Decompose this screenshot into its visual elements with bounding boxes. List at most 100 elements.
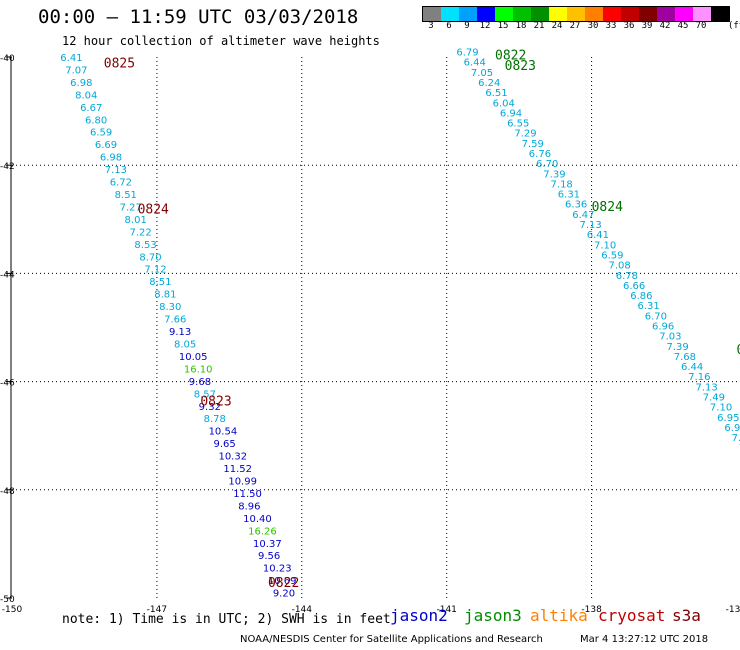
legend-swatch-label: 15 [497, 21, 509, 31]
legend-swatch [567, 7, 585, 21]
wave-height-value: 8.81 [154, 290, 176, 301]
wave-height-value: 6.31 [637, 301, 659, 312]
legend-swatch [441, 7, 459, 21]
legend-swatch-label: 33 [605, 21, 617, 31]
pass-time-label: 0825 [104, 56, 135, 71]
wave-height-value: 6.44 [464, 58, 486, 69]
legend-swatch-label: 45 [677, 21, 689, 31]
note-text: note: 1) Time is in UTC; 2) SWH is in fe… [62, 612, 391, 627]
legend-jason2: jason2 [390, 606, 448, 625]
wave-height-value: 10.37 [253, 539, 282, 550]
wave-height-value: 7.29 [514, 129, 536, 140]
footer-credit: NOAA/NESDIS Center for Satellite Applica… [240, 634, 543, 645]
wave-height-value: 16.10 [184, 364, 213, 375]
wave-height-value: 6.41 [60, 53, 82, 64]
legend-swatch [495, 7, 513, 21]
wave-height-value: 8.51 [149, 277, 171, 288]
wave-height-value: 8.04 [75, 90, 97, 101]
wave-height-value: 11.52 [223, 464, 252, 475]
wave-height-value: 6.04 [493, 98, 515, 109]
wave-height-value: 6.78 [616, 271, 638, 282]
wave-height-value: 6.98 [70, 78, 92, 89]
legend-jason3: jason3 [464, 606, 522, 625]
y-tick-label: -42 [0, 162, 15, 172]
wave-height-value: 7.07 [65, 65, 87, 76]
wave-height-value: 10.32 [218, 452, 247, 463]
wave-height-value: 8.51 [115, 190, 137, 201]
pass-time-label: 0822 [495, 48, 526, 63]
x-tick-label: -147 [147, 605, 167, 615]
pass-time-label: 0823 [200, 395, 231, 410]
legend-swatch-label: 39 [641, 21, 653, 31]
wave-height-value: 8.78 [204, 414, 226, 425]
wave-height-value: 7.16 [688, 372, 710, 383]
wave-height-value: 7.10 [594, 240, 616, 251]
legend-swatch-label: 27 [569, 21, 581, 31]
wave-height-value: 6.80 [85, 115, 107, 126]
pass-time-label: 0825 [737, 343, 740, 358]
wave-height-value: 7.59 [522, 139, 544, 150]
legend-swatch-label: 42 [659, 21, 671, 31]
pass-time-label: 0824 [138, 202, 169, 217]
wave-height-value: 6.98 [100, 153, 122, 164]
wave-height-value: 6.59 [90, 128, 112, 139]
wave-height-value: 10.54 [209, 427, 238, 438]
wave-height-value: 8.01 [125, 215, 147, 226]
legend-swatch-label: 24 [551, 21, 563, 31]
wave-height-value: 6.51 [485, 88, 507, 99]
wave-height-value: 9.13 [169, 327, 191, 338]
legend-swatch [693, 7, 711, 21]
wave-height-value: 9.20 [273, 589, 295, 600]
wave-height-value: 7.13 [105, 165, 127, 176]
legend-swatch [423, 7, 441, 21]
legend-swatch [459, 7, 477, 21]
pass-time-label: 0823 [505, 59, 536, 74]
wave-height-value: 7.22 [129, 227, 151, 238]
legend-swatch-label: 30 [587, 21, 599, 31]
wave-height-value: 6.66 [623, 281, 645, 292]
wave-height-value: 7.10 [710, 403, 732, 414]
legend-swatch [657, 7, 675, 21]
wave-height-value: 6.96 [652, 321, 674, 332]
footer-timestamp: Mar 4 13:27:12 UTC 2018 [580, 634, 709, 645]
y-tick-label: -44 [0, 270, 15, 280]
wave-height-value: 7.13 [580, 220, 602, 231]
chart-title: 00:00 – 11:59 UTC 03/03/2018 [38, 6, 359, 28]
wave-height-value: 8.57 [194, 389, 216, 400]
chart-subtitle: 12 hour collection of altimeter wave hei… [62, 34, 380, 48]
legend-unit: (ft) [728, 21, 740, 31]
legend-swatch-label: 6 [446, 21, 452, 31]
wave-height-value: 9.65 [214, 439, 236, 450]
wave-height-value: 7.03 [659, 332, 681, 343]
wave-height-value: 6.76 [529, 149, 551, 160]
wave-height-value: 9.68 [189, 377, 211, 388]
wave-height-value: 6.70 [645, 311, 667, 322]
legend-swatch [621, 7, 639, 21]
pass-time-label: 0822 [268, 576, 299, 591]
wave-height-value: 6.70 [536, 159, 558, 170]
wave-height-value: 6.31 [558, 190, 580, 201]
wave-height-value: 6.59 [601, 250, 623, 261]
wave-height-value: 9.56 [258, 551, 280, 562]
legend-swatch-label: 36 [623, 21, 635, 31]
wave-height-value: 8.70 [139, 252, 161, 263]
wave-height-value: 7.6 [739, 443, 740, 454]
wave-height-value: 10.69 [268, 576, 297, 587]
wave-height-value: 8.30 [159, 302, 181, 313]
wave-height-value: 7.68 [674, 352, 696, 363]
wave-height-value: 6.69 [95, 140, 117, 151]
legend-swatch [585, 7, 603, 21]
legend-swatch [513, 7, 531, 21]
wave-height-value: 10.23 [263, 564, 292, 575]
x-tick-label: -13 [726, 605, 740, 615]
wave-height-value: 6.72 [110, 178, 132, 189]
wave-height-value: 7.18 [551, 179, 573, 190]
wave-height-value: 7.49 [703, 392, 725, 403]
legend-swatch [477, 7, 495, 21]
wave-height-value: 16.26 [248, 526, 277, 537]
x-tick-label: -150 [2, 605, 23, 615]
wave-height-value: 8.96 [238, 501, 260, 512]
x-tick-label: -141 [436, 605, 456, 615]
